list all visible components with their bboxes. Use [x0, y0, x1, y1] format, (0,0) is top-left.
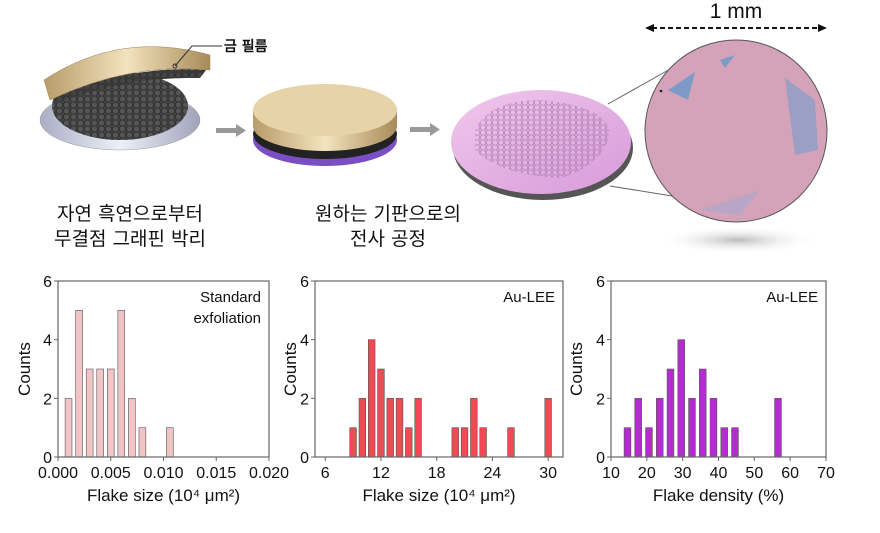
x-axis-label: Flake density (%)	[653, 486, 784, 505]
histogram-bar	[677, 339, 685, 458]
histogram-bar	[451, 427, 459, 458]
y-tick-label: 0	[596, 450, 605, 467]
histogram-bar	[709, 398, 718, 458]
histogram-bar	[128, 398, 136, 458]
histogram-3: 0 2 4 6 10 20 30 40 50 60 70 Flake density (%) Count…	[567, 274, 835, 505]
histogram-bar	[368, 339, 376, 458]
x-tick-label: 0.005	[91, 465, 131, 482]
histogram-bar	[377, 368, 385, 458]
histogram-bar	[85, 368, 94, 458]
histogram-bar	[117, 310, 126, 458]
y-tick-label: 2	[596, 391, 605, 408]
histogram-bar	[699, 368, 707, 458]
x-tick-label: 50	[745, 465, 763, 482]
arrow-2	[410, 123, 440, 136]
micrograph-circle	[644, 39, 828, 254]
arrow-1	[216, 124, 246, 137]
gold-film-label: 금 필름	[224, 38, 268, 55]
x-tick-label: 0.010	[143, 465, 183, 482]
histogram-bar	[688, 398, 696, 458]
x-tick-label: 0.015	[196, 465, 236, 482]
exfoliation-illustration: 금 필름	[39, 38, 268, 151]
x-tick-label: 12	[372, 465, 390, 482]
y-axis-label: Counts	[567, 342, 586, 396]
plot-frame	[610, 280, 827, 458]
histogram-bar	[774, 398, 782, 458]
histogram-bar	[138, 427, 147, 458]
panel-annotation: Standard	[200, 289, 261, 306]
x-tick-label: 18	[428, 465, 446, 482]
histogram-bar	[645, 427, 653, 458]
step2-caption-line1: 원하는 기판으로의	[315, 203, 461, 225]
histogram-bar	[507, 427, 515, 458]
x-tick-label: 30	[539, 465, 557, 482]
y-tick-label: 0	[43, 450, 52, 467]
y-tick-label: 6	[43, 274, 52, 291]
histogram-bar	[395, 398, 404, 458]
histogram-bar	[544, 398, 552, 458]
histogram-bar	[96, 368, 104, 458]
y-tick-label: 0	[300, 450, 309, 467]
x-tick-label: 60	[781, 465, 799, 482]
histogram-bar	[479, 427, 487, 458]
histogram-bar	[75, 310, 83, 458]
x-tick-label: 20	[638, 465, 656, 482]
x-tick-label: 0.000	[38, 465, 78, 482]
plot-frame	[314, 280, 564, 458]
histogram-bar	[107, 368, 115, 458]
x-axis-label: Flake size (10⁴ μm²)	[87, 486, 240, 505]
y-tick-label: 2	[43, 391, 52, 408]
histogram-bar	[349, 427, 357, 458]
histogram-bar	[414, 398, 422, 458]
y-axis-label: Counts	[281, 342, 300, 396]
y-tick-label: 4	[596, 333, 605, 350]
histogram-bar	[405, 427, 413, 458]
histogram-1: 0 2 4 6 0.000 0.005 0.010 0.015 0.020 Flake size …	[15, 274, 289, 505]
panel-annotation: Au-LEE	[766, 289, 818, 306]
x-tick-label: 24	[484, 465, 502, 482]
histogram-bar	[64, 398, 73, 458]
x-tick-label: 30	[674, 465, 692, 482]
y-tick-label: 4	[43, 333, 52, 350]
y-tick-label: 2	[300, 391, 309, 408]
scale-bar: 1 mm	[645, 0, 827, 32]
transfer-illustration	[253, 84, 397, 166]
histogram-bar	[666, 368, 675, 458]
y-tick-label: 6	[596, 274, 605, 291]
panel-annotation: exfoliation	[193, 310, 261, 327]
panel-annotation: Au-LEE	[503, 289, 555, 306]
histogram-bar	[460, 427, 469, 458]
histogram-bar	[470, 398, 478, 458]
scale-label: 1 mm	[710, 0, 763, 23]
histogram-bar	[623, 427, 632, 458]
histogram-bar	[166, 427, 174, 458]
x-tick-label: 10	[602, 465, 620, 482]
step2-caption-line2: 전사 공정	[350, 228, 426, 250]
histogram-bar	[386, 398, 394, 458]
histogram-bar	[656, 398, 664, 458]
x-tick-label: 70	[817, 465, 835, 482]
histogram-bar	[731, 427, 739, 458]
histogram-bar	[720, 427, 728, 458]
x-axis-label: Flake size (10⁴ μm²)	[362, 486, 515, 505]
y-tick-label: 4	[300, 333, 309, 350]
wafer-illustration	[451, 67, 673, 200]
x-tick-label: 40	[710, 465, 728, 482]
y-tick-label: 6	[300, 274, 309, 291]
x-tick-label: 6	[321, 465, 330, 482]
histogram-bar	[358, 398, 367, 458]
y-axis-label: Counts	[15, 342, 34, 396]
histogram-bar	[634, 398, 642, 458]
step1-caption-line2: 무결점 그래핀 박리	[54, 228, 206, 250]
step1-caption-line1: 자연 흑연으로부터	[57, 203, 203, 225]
x-tick-label: 0.020	[249, 465, 289, 482]
